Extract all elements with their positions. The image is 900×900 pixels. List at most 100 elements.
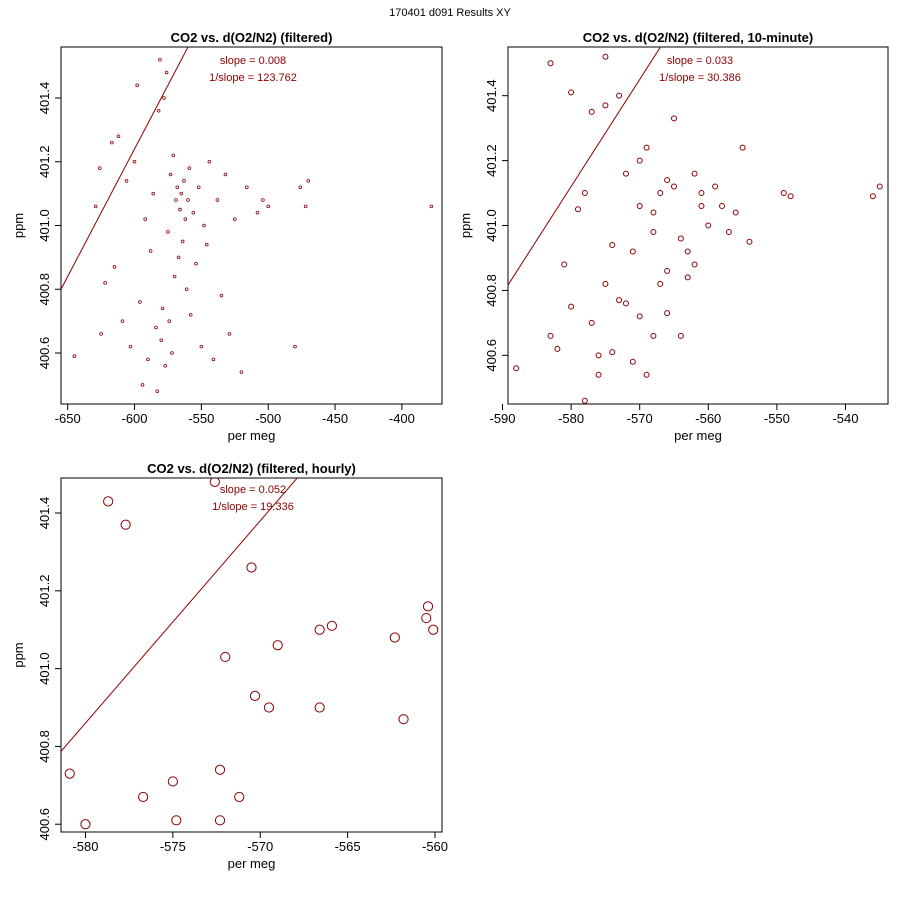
panel-3-data-point xyxy=(103,496,114,507)
panel-2-data-point xyxy=(568,303,575,310)
panel-1-data xyxy=(61,47,434,394)
panel-1-x-tick-label: -400 xyxy=(389,411,415,426)
panel-2-data-point xyxy=(705,222,712,229)
panel-1-data-point xyxy=(154,325,158,330)
panel-2-data-point xyxy=(780,190,787,197)
panel-3-y-tick-label: 401.4 xyxy=(37,497,52,530)
panel-1-y-tick-label: 400.8 xyxy=(37,273,52,306)
panel-1-data-point xyxy=(143,217,148,221)
panel-1-data-point xyxy=(261,198,265,202)
panel-2-x-tick-label: -590 xyxy=(489,411,515,426)
panel-2-data-point xyxy=(650,209,657,216)
panel-1-annotation: slope = 0.008 xyxy=(220,55,286,67)
panel-1: CO2 vs. d(O2/N2) (filtered) -650 -600 -550 -… xyxy=(11,30,443,443)
panel-1-data-point xyxy=(120,319,125,323)
panel-1-x-tick-label: -500 xyxy=(255,411,281,426)
panel-1-data-point xyxy=(187,166,192,170)
panel-3-data-point xyxy=(167,776,178,787)
panel-1-data-point xyxy=(183,217,188,221)
panel-3-data-point xyxy=(263,702,275,713)
panel-1-x-tick-label: -450 xyxy=(322,411,348,426)
panel-1-fit-line xyxy=(61,47,189,290)
panel-1-data-point xyxy=(72,354,77,358)
panel-2-data-point xyxy=(664,310,671,317)
panel-2-data-point xyxy=(622,170,629,177)
panel-3-data-point xyxy=(314,702,325,713)
panel-2-data-point xyxy=(622,300,629,307)
panel-1-data-point xyxy=(202,223,206,228)
panel-1-data-point xyxy=(135,83,140,88)
panel-1-x-tick-label: -600 xyxy=(122,411,148,426)
panel-1-data-point xyxy=(429,204,434,209)
panel-1-data-point xyxy=(97,166,102,170)
panel-2-data-point xyxy=(670,183,677,190)
panel-2-data-point xyxy=(677,235,684,242)
panel-2-data-point xyxy=(602,280,609,287)
panel-3-data-point xyxy=(64,768,75,779)
panel-3-x-tick-label: -580 xyxy=(72,839,98,854)
panel-2-data-point xyxy=(595,352,602,359)
panel-3-y-tick-label: 400.6 xyxy=(37,808,52,841)
panel-2-x-tick-label: -550 xyxy=(764,411,790,426)
panel-1-data-point xyxy=(140,383,145,387)
panel-1-y-axis-label: ppm xyxy=(11,213,26,238)
panel-3-annotation: 1/slope = 19.336 xyxy=(212,501,294,513)
panel-1-data-point xyxy=(239,370,244,374)
panel-1-data-point xyxy=(306,179,311,183)
panel-1-data-point xyxy=(158,57,162,62)
panel-2-data-point xyxy=(746,238,753,245)
panel-2-data-point xyxy=(547,60,554,67)
panel-2-data-point xyxy=(725,228,732,235)
panel-2-data-point xyxy=(609,241,616,248)
panel-3-data-point xyxy=(138,791,149,803)
panel-1-data-point xyxy=(167,319,172,323)
panel-2-x-tick-label: -580 xyxy=(558,411,584,426)
panel-2-data-point xyxy=(547,332,554,339)
panel-1-data-point xyxy=(223,172,228,177)
panel-2-data-point xyxy=(657,280,664,287)
panel-2-data xyxy=(508,47,883,404)
panel-1-annotation: 1/slope = 123.762 xyxy=(209,72,297,84)
panel-1-title: CO2 vs. d(O2/N2) (filtered) xyxy=(171,30,333,45)
panel-3-data-point xyxy=(209,478,220,487)
panel-3-plot-frame xyxy=(60,477,443,833)
panel-2-data-point xyxy=(664,177,671,184)
panel-2-data-point xyxy=(691,170,698,177)
panel-2-data-point xyxy=(684,248,691,255)
panel-3-data-point xyxy=(422,601,434,612)
panel-3-data-point xyxy=(389,632,400,643)
panel-3-data-point xyxy=(398,714,409,725)
panel-2-annotation: 1/slope = 30.386 xyxy=(659,72,741,84)
panel-1-data-point xyxy=(186,198,190,202)
panel-1-data-point xyxy=(168,172,173,177)
panel-1-data-point xyxy=(174,198,178,202)
panel-1-data-point xyxy=(116,134,121,139)
panel-2-data-point xyxy=(657,190,664,197)
panel-1-data-point xyxy=(194,261,198,266)
panel-2-y-tick-label: 401.2 xyxy=(484,144,499,177)
panel-2-data-point xyxy=(684,274,691,281)
panel-3-data-point xyxy=(120,519,131,530)
panel-1-data-point xyxy=(93,204,98,209)
panel-2-data-point xyxy=(574,206,581,213)
panel-1-data-point xyxy=(227,332,232,336)
panel-2-data-point xyxy=(513,365,520,372)
panel-1-data-point xyxy=(156,108,161,113)
panel-2-y-tick-label: 401.4 xyxy=(484,79,499,112)
panel-2-data-point xyxy=(636,157,643,164)
panel-2-data-point xyxy=(616,92,623,99)
panel-3-annotation: slope = 0.052 xyxy=(220,484,286,496)
panel-1-data-point xyxy=(99,332,103,336)
panel-2-data-point xyxy=(561,261,568,268)
panel-1-data-point xyxy=(166,230,170,234)
panel-3-data-point xyxy=(246,562,257,573)
panel-1-x-tick-label: -550 xyxy=(188,411,214,426)
panel-2-data-point xyxy=(712,183,719,190)
panel-1-data-point xyxy=(188,312,193,317)
panel-1-data-point xyxy=(191,210,196,215)
panel-2-y-tick-label: 400.8 xyxy=(484,274,499,307)
panel-2-data-point xyxy=(732,209,739,216)
panel-1-y-tick-label: 401.2 xyxy=(37,145,52,178)
panel-2-data-point xyxy=(636,203,643,210)
panel-3-y-tick-label: 401.2 xyxy=(37,575,52,608)
